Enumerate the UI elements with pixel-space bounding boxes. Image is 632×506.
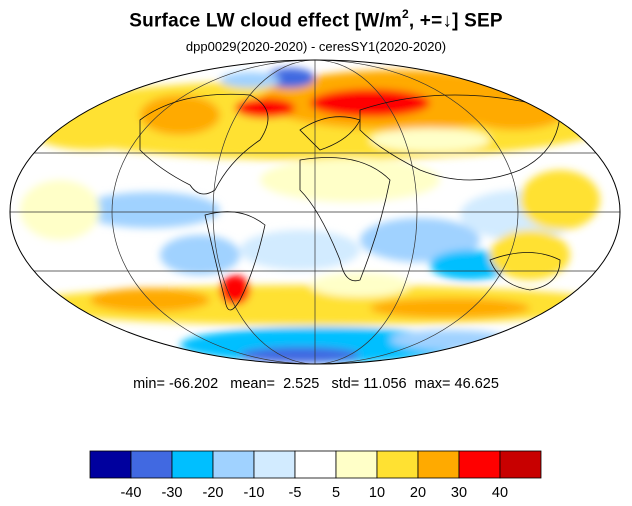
mean-label: mean= [230,376,275,392]
min-value: -66.202 [168,376,219,392]
colorbar-swatch [89,450,132,479]
colorbar-swatch [499,450,542,479]
max-value: 46.625 [454,376,499,392]
colorbar-swatch [417,450,460,479]
colorbar-swatch [335,450,378,479]
colorbar-swatch [212,450,255,479]
title-rest: , +=↓] SEP [408,10,503,32]
colorbar-tick-label: -40 [121,485,142,501]
min-label: min= [133,376,165,392]
statistics-line: min= -66.202 mean= 2.525 std= 11.056 max… [0,376,632,392]
colorbar-swatch [294,450,337,479]
colorbar-tick-label: -10 [244,485,265,501]
max-label: max= [414,376,451,392]
colorbar-tick-label: 5 [332,485,340,501]
chart-subtitle: dpp0029(2020-2020) - ceresSY1(2020-2020) [185,39,447,54]
colorbar-swatch [171,450,214,479]
coastlines [139,93,561,311]
std-label: std= [331,376,360,392]
colorbar-swatch [376,450,419,479]
colorbar-tick-label: 10 [369,485,385,501]
colorbar-tick-label: -5 [289,485,302,501]
mean-value: 2.525 [283,376,320,392]
map-field [10,60,620,364]
map-border [9,59,621,365]
title-superscript: 2 [401,7,409,21]
colorbar-swatch [458,450,501,479]
colorbar-tick-label: 30 [451,485,467,501]
colorbar-swatch [130,450,173,479]
title-main: Surface LW cloud effect [W/m [129,10,402,32]
chart-title: Surface LW cloud effect [W/m2, +=↓] SEP [0,7,632,32]
colorbar-tick-label: 20 [410,485,426,501]
colorbar-swatch [253,450,296,479]
std-value: 11.056 [363,376,407,392]
colorbar-tick-label: -20 [203,485,224,501]
graticule [10,60,620,364]
colorbar-tick-label: 40 [492,485,508,501]
colorbar-tick-label: -30 [162,485,183,501]
